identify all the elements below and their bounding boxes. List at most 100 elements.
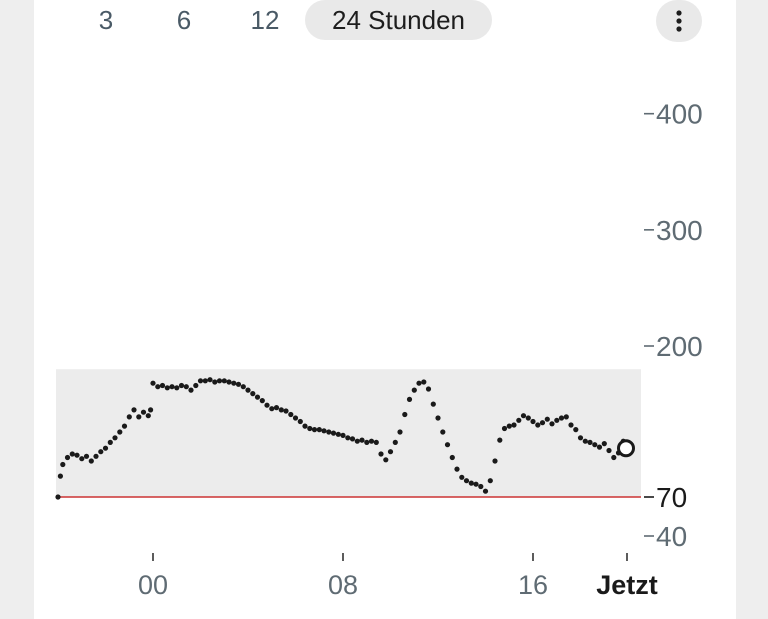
data-point (435, 415, 441, 421)
data-point (558, 415, 565, 421)
data-point (326, 429, 332, 435)
data-point (169, 384, 175, 390)
data-point (245, 387, 251, 393)
data-point (482, 488, 489, 494)
target-range-band (56, 369, 641, 497)
data-point (226, 379, 232, 385)
data-point (601, 441, 607, 447)
data-point (150, 380, 156, 386)
data-point (83, 453, 90, 459)
data-point (359, 437, 365, 443)
data-point (397, 429, 403, 435)
data-point (278, 407, 284, 413)
data-point (311, 427, 318, 433)
data-point (74, 452, 80, 458)
x-tick-label: 00 (138, 570, 168, 600)
data-point (345, 435, 351, 441)
y-tick-label: 200 (656, 331, 703, 362)
range-selector: 3 6 12 24 Stunden (34, 0, 736, 44)
data-point (573, 427, 579, 433)
data-point (155, 384, 161, 390)
data-point (221, 378, 227, 384)
data-point (202, 378, 208, 384)
x-tick-label-now: Jetzt (596, 570, 658, 600)
data-point (587, 439, 593, 445)
data-point (98, 449, 104, 455)
data-point (183, 384, 189, 390)
more-vert-icon (676, 10, 682, 32)
data-point (592, 442, 598, 448)
data-point (188, 387, 194, 393)
data-point (231, 380, 237, 386)
range-tab-24h[interactable]: 24 Stunden (305, 0, 492, 40)
data-point (368, 438, 375, 444)
data-point (463, 478, 470, 484)
data-point (563, 414, 569, 420)
data-point (568, 422, 574, 428)
data-point (530, 418, 536, 425)
data-point (193, 382, 199, 389)
data-point (102, 445, 109, 451)
data-point (440, 429, 446, 435)
data-point (416, 380, 422, 386)
data-point (288, 411, 294, 418)
data-point (131, 407, 137, 413)
data-point (340, 432, 346, 438)
data-point (112, 435, 118, 441)
data-point (411, 387, 417, 393)
data-point (611, 454, 617, 461)
y-tick-label: 40 (656, 521, 687, 552)
y-tick-label: 70 (656, 482, 687, 513)
data-point (354, 438, 360, 444)
data-point (378, 451, 384, 457)
glucose-chart: 00 08 16 Jetzt 400 300 200 70 40 (55, 99, 703, 600)
data-point (582, 438, 588, 444)
x-tick-label: 08 (328, 570, 358, 600)
data-point (511, 422, 517, 428)
data-point (292, 415, 299, 421)
data-point (88, 458, 94, 464)
data-point (140, 409, 147, 415)
more-menu-button[interactable] (656, 0, 702, 42)
y-axis: 400 300 200 70 40 (644, 99, 703, 552)
data-point (197, 378, 204, 384)
current-reading-marker[interactable] (617, 439, 635, 458)
data-point (492, 458, 498, 464)
data-point (516, 417, 522, 423)
data-point (121, 423, 128, 429)
data-point (478, 483, 484, 490)
range-tab-3h[interactable]: 3 (98, 5, 114, 35)
data-point (148, 407, 154, 413)
data-point (235, 381, 242, 387)
data-point (387, 449, 394, 455)
data-point (421, 379, 427, 385)
data-point (349, 436, 356, 442)
data-point (330, 430, 337, 436)
data-point (302, 423, 308, 429)
data-point (159, 382, 166, 389)
data-point (57, 473, 63, 479)
data-point (554, 417, 560, 423)
data-point (254, 394, 261, 400)
data-point (250, 391, 256, 397)
x-axis: 00 08 16 Jetzt (138, 553, 658, 600)
y-tick-label: 300 (656, 215, 703, 246)
data-point (207, 377, 213, 383)
data-point (430, 401, 436, 407)
data-point (373, 439, 379, 445)
data-point (364, 439, 370, 445)
data-point (506, 423, 512, 429)
data-point (487, 478, 493, 484)
data-point (126, 414, 132, 420)
data-point (69, 451, 75, 457)
data-point (520, 413, 527, 419)
data-point (454, 466, 460, 472)
range-tab-6h[interactable]: 6 (176, 5, 192, 35)
data-point (402, 411, 408, 418)
data-point (549, 421, 555, 427)
data-point (406, 396, 413, 402)
range-tab-12h[interactable]: 12 (250, 5, 280, 35)
data-point (544, 416, 550, 422)
data-points (55, 377, 626, 500)
data-point (425, 386, 432, 392)
